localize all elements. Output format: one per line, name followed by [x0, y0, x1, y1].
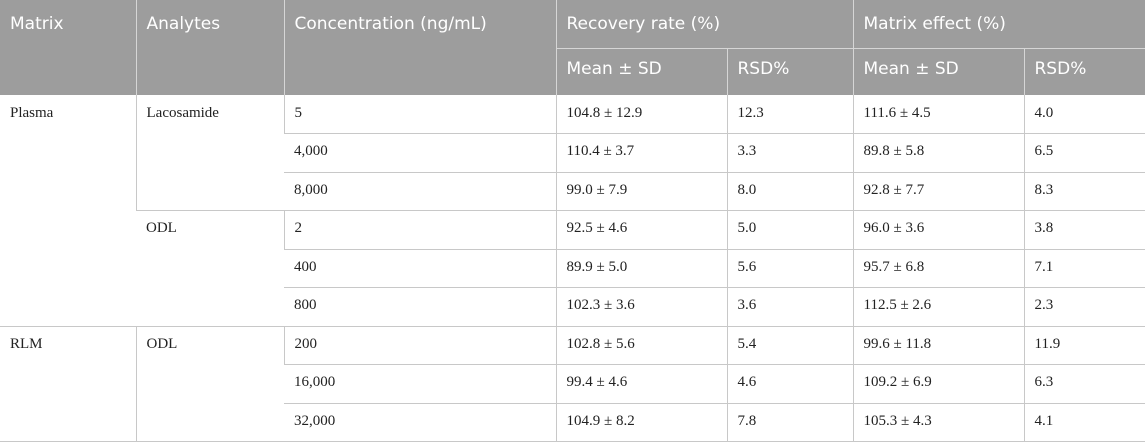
cell-matrix-effect-mean-sd: 109.2 ± 6.9: [852, 364, 1024, 404]
cell-matrix-effect-rsd: 7.1: [1023, 249, 1145, 288]
cell-recovery-mean-sd: 104.9 ± 8.2: [555, 403, 727, 442]
cell-recovery-rsd: 3.3: [726, 133, 853, 173]
cell-matrix-effect-rsd: 6.3: [1023, 364, 1145, 404]
cell-recovery-mean-sd: 99.4 ± 4.6: [555, 364, 727, 404]
cell-analyte: ODL: [135, 326, 284, 442]
cell-matrix: RLM: [0, 326, 136, 442]
cell-matrix: Plasma: [0, 95, 136, 327]
cell-recovery-mean-sd: 104.8 ± 12.9: [555, 95, 727, 134]
cell-recovery-rsd: 7.8: [726, 403, 853, 442]
cell-matrix-effect-mean-sd: 112.5 ± 2.6: [852, 287, 1024, 327]
cell-concentration: 32,000: [284, 403, 556, 442]
cell-concentration: 16,000: [284, 364, 556, 404]
cell-matrix-effect-rsd: 3.8: [1023, 210, 1145, 250]
cell-concentration: 4,000: [284, 133, 556, 173]
table-row: Plasma Lacosamide 5 104.8 ± 12.9 12.3 11…: [0, 95, 1145, 327]
header-recovery-rate: Recovery rate (%): [555, 0, 853, 49]
table-row: 8,000 99.0 ± 7.9 8.0 92.8 ± 7.7 8.3: [0, 172, 1145, 211]
header-recovery-rsd: RSD%: [726, 48, 853, 95]
cell-matrix-effect-mean-sd: 95.7 ± 6.8: [852, 249, 1024, 288]
cell-recovery-mean-sd: 102.3 ± 3.6: [555, 287, 727, 327]
cell-matrix-effect-mean-sd: 92.8 ± 7.7: [852, 172, 1024, 211]
cell-concentration: 2: [283, 210, 556, 250]
table-body: Plasma Lacosamide 5 104.8 ± 12.9 12.3 11…: [0, 95, 1145, 442]
cell-matrix-effect-rsd: 11.9: [1023, 326, 1145, 365]
table-row: ODL 2 92.5 ± 4.6 5.0 96.0 ± 3.6 3.8: [0, 210, 1145, 327]
cell-matrix-effect-rsd: 6.5: [1023, 133, 1145, 173]
cell-matrix-effect-rsd: 2.3: [1023, 287, 1145, 327]
header-matrix-effect: Matrix effect (%): [852, 0, 1145, 49]
table-row: 32,000 104.9 ± 8.2 7.8 105.3 ± 4.3 4.1: [0, 403, 1145, 442]
cell-recovery-rsd: 5.0: [726, 210, 853, 250]
header-concentration: Concentration (ng/mL): [283, 0, 556, 95]
cell-matrix-effect-mean-sd: 89.8 ± 5.8: [852, 133, 1024, 173]
cell-recovery-rsd: 5.6: [726, 249, 853, 288]
cell-matrix-effect-rsd: 4.0: [1023, 95, 1145, 134]
cell-analyte: ODL: [136, 210, 284, 327]
cell-matrix-effect-rsd: 8.3: [1023, 172, 1145, 211]
table-row: RLM ODL 200 102.8 ± 5.6 5.4 99.6 ± 11.8 …: [0, 326, 1145, 442]
cell-matrix-effect-rsd: 4.1: [1023, 403, 1145, 442]
cell-recovery-mean-sd: 89.9 ± 5.0: [555, 249, 727, 288]
header-matrix-effect-rsd: RSD%: [1023, 48, 1145, 95]
cell-concentration: 8,000: [284, 172, 556, 211]
table-row: 400 89.9 ± 5.0 5.6 95.7 ± 6.8 7.1: [0, 249, 1145, 288]
cell-recovery-rsd: 3.6: [726, 287, 853, 327]
table-header: Matrix Analytes Concentration (ng/mL) Re…: [0, 0, 1145, 95]
cell-concentration: 400: [284, 249, 556, 288]
header-recovery-mean-sd: Mean ± SD: [555, 48, 727, 95]
cell-recovery-mean-sd: 110.4 ± 3.7: [555, 133, 727, 173]
cell-matrix-effect-mean-sd: 96.0 ± 3.6: [852, 210, 1024, 250]
header-matrix-effect-mean-sd: Mean ± SD: [852, 48, 1024, 95]
cell-analyte: Lacosamide: [135, 95, 284, 211]
cell-recovery-rsd: 5.4: [726, 326, 853, 365]
cell-matrix-effect-mean-sd: 105.3 ± 4.3: [852, 403, 1024, 442]
table-row: 16,000 99.4 ± 4.6 4.6 109.2 ± 6.9 6.3: [0, 364, 1145, 404]
cell-recovery-mean-sd: 102.8 ± 5.6: [555, 326, 727, 365]
table-row: 800 102.3 ± 3.6 3.6 112.5 ± 2.6 2.3: [0, 287, 1145, 327]
cell-recovery-mean-sd: 99.0 ± 7.9: [555, 172, 727, 211]
cell-concentration: 200: [283, 326, 556, 365]
cell-concentration: 800: [284, 287, 556, 327]
cell-recovery-rsd: 4.6: [726, 364, 853, 404]
cell-recovery-rsd: 12.3: [726, 95, 853, 134]
cell-recovery-mean-sd: 92.5 ± 4.6: [555, 210, 727, 250]
cell-matrix-effect-mean-sd: 99.6 ± 11.8: [852, 326, 1024, 365]
cell-recovery-rsd: 8.0: [726, 172, 853, 211]
header-analytes: Analytes: [135, 0, 284, 95]
header-matrix: Matrix: [0, 0, 136, 95]
cell-matrix-effect-mean-sd: 111.6 ± 4.5: [852, 95, 1024, 134]
table-row: 4,000 110.4 ± 3.7 3.3 89.8 ± 5.8 6.5: [0, 133, 1145, 173]
cell-concentration: 5: [283, 95, 556, 134]
